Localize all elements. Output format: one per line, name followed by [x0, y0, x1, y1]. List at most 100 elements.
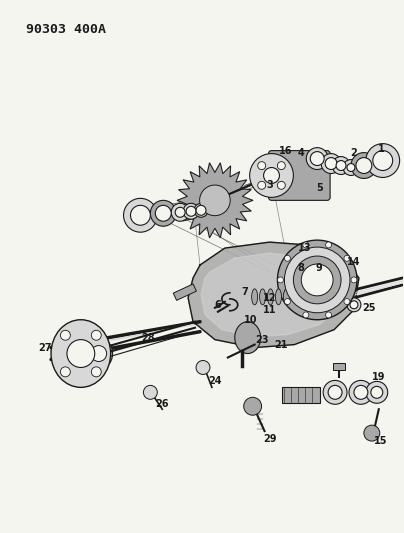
Ellipse shape [284, 289, 289, 305]
Ellipse shape [260, 289, 265, 305]
Circle shape [183, 203, 199, 219]
Circle shape [186, 206, 196, 216]
Text: 19: 19 [372, 373, 385, 382]
Circle shape [344, 298, 350, 304]
Ellipse shape [276, 289, 282, 305]
Circle shape [321, 154, 341, 173]
Ellipse shape [85, 337, 113, 369]
Circle shape [366, 382, 388, 403]
Circle shape [351, 152, 377, 179]
Text: 14: 14 [347, 257, 361, 267]
Text: 10: 10 [244, 314, 257, 325]
Bar [240, 327, 256, 349]
Circle shape [332, 157, 350, 174]
Circle shape [143, 385, 157, 399]
Text: 13: 13 [297, 243, 311, 253]
Ellipse shape [51, 320, 111, 387]
Circle shape [291, 272, 307, 288]
Circle shape [150, 200, 176, 226]
Text: 23: 23 [255, 335, 268, 345]
Text: 6: 6 [215, 300, 221, 310]
Circle shape [91, 330, 101, 340]
Circle shape [175, 207, 185, 217]
Circle shape [303, 312, 309, 318]
Text: 4: 4 [298, 148, 305, 158]
Circle shape [278, 161, 285, 169]
Circle shape [373, 151, 393, 171]
Circle shape [356, 158, 372, 173]
Circle shape [130, 205, 150, 225]
Circle shape [91, 345, 107, 361]
Circle shape [293, 256, 341, 304]
Bar [333, 364, 345, 370]
Circle shape [325, 158, 337, 169]
Circle shape [303, 242, 309, 248]
Text: 3: 3 [266, 181, 273, 190]
Text: 24: 24 [208, 376, 222, 386]
Text: 16: 16 [279, 146, 292, 156]
Circle shape [278, 240, 357, 320]
Ellipse shape [235, 322, 261, 353]
Circle shape [196, 205, 206, 215]
Text: 28: 28 [141, 333, 155, 343]
Text: 15: 15 [374, 436, 387, 446]
Circle shape [196, 360, 210, 375]
Circle shape [306, 148, 328, 169]
Text: 11: 11 [263, 305, 276, 315]
Circle shape [344, 255, 350, 261]
Text: 26: 26 [156, 399, 169, 409]
FancyBboxPatch shape [269, 151, 330, 200]
Circle shape [351, 277, 357, 283]
Circle shape [244, 397, 261, 415]
Circle shape [366, 144, 400, 177]
Circle shape [347, 164, 355, 172]
Circle shape [284, 255, 290, 261]
Circle shape [155, 205, 171, 221]
Bar [173, 284, 196, 301]
Circle shape [364, 425, 380, 441]
Circle shape [310, 151, 324, 166]
Text: 25: 25 [362, 303, 376, 313]
Circle shape [328, 385, 342, 399]
Circle shape [258, 161, 266, 169]
Circle shape [349, 381, 373, 404]
Circle shape [258, 181, 266, 189]
Circle shape [194, 203, 208, 217]
Polygon shape [188, 242, 359, 348]
Ellipse shape [252, 289, 258, 305]
Text: 9: 9 [316, 263, 322, 273]
Text: 27: 27 [38, 343, 52, 352]
Circle shape [124, 198, 157, 232]
Ellipse shape [267, 289, 274, 305]
Polygon shape [177, 163, 252, 238]
Circle shape [200, 185, 230, 216]
Circle shape [354, 385, 368, 399]
Circle shape [343, 159, 359, 175]
Circle shape [326, 242, 332, 248]
Text: 2: 2 [351, 148, 357, 158]
Circle shape [284, 298, 290, 304]
Circle shape [347, 298, 361, 312]
Text: 12: 12 [263, 293, 276, 303]
Circle shape [278, 181, 285, 189]
Circle shape [61, 330, 70, 340]
Circle shape [171, 203, 189, 221]
Circle shape [301, 264, 333, 296]
Circle shape [350, 301, 358, 309]
Text: 21: 21 [275, 340, 288, 350]
Circle shape [313, 278, 321, 286]
Text: 8: 8 [298, 263, 305, 273]
Circle shape [295, 275, 304, 285]
Circle shape [284, 247, 350, 313]
Circle shape [336, 160, 346, 171]
Circle shape [310, 275, 324, 289]
Circle shape [91, 367, 101, 377]
Polygon shape [201, 253, 341, 337]
Circle shape [67, 340, 95, 367]
Text: 90303 400A: 90303 400A [26, 23, 106, 36]
Circle shape [326, 312, 332, 318]
Text: 1: 1 [379, 143, 385, 154]
Text: 29: 29 [263, 434, 276, 444]
Circle shape [371, 386, 383, 398]
Circle shape [278, 277, 284, 283]
